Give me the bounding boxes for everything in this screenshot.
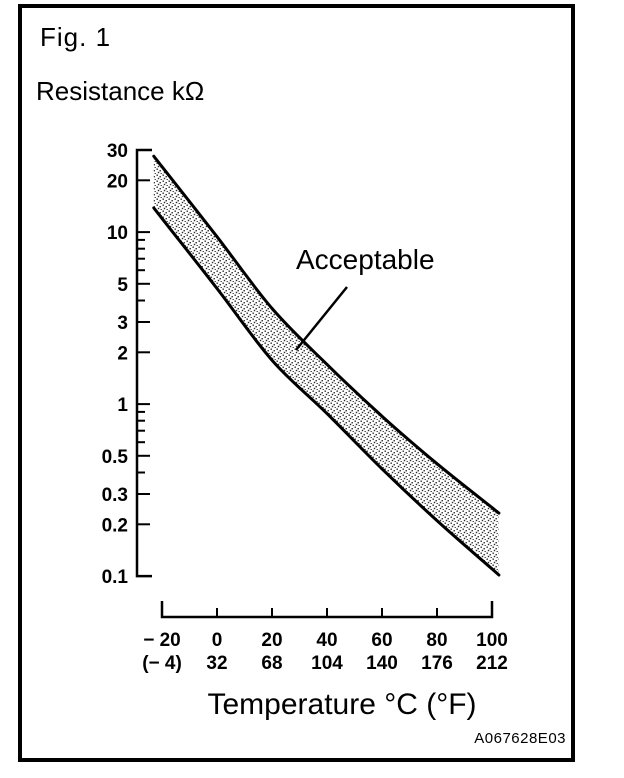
x-tick-label-fahrenheit: (− 4) [142, 653, 182, 674]
y-tick-label: 0.2 [102, 515, 128, 536]
y-tick-label: 0.1 [102, 567, 129, 588]
x-tick-label-celsius: 40 [316, 630, 337, 651]
figure-border [18, 4, 575, 762]
y-tick-label: 2 [117, 343, 128, 364]
x-tick-label-fahrenheit: 68 [261, 653, 282, 674]
x-tick-label-celsius: − 20 [143, 630, 181, 651]
annotation-leader-line [295, 286, 348, 351]
x-axis-title: Temperature °C (°F) [207, 688, 477, 721]
upper-limit-curve [152, 154, 501, 515]
acceptable-band-label: Acceptable [296, 244, 435, 275]
x-tick-label-celsius: 100 [476, 630, 508, 651]
x-tick-label-fahrenheit: 32 [206, 653, 227, 674]
x-tick-label-fahrenheit: 104 [311, 653, 343, 674]
y-tick-label: 0.3 [102, 485, 128, 506]
figure-label: Fig. 1 [40, 22, 112, 52]
y-tick-label: 30 [107, 141, 128, 162]
y-tick-label: 3 [117, 313, 128, 334]
x-tick-label-celsius: 20 [261, 630, 282, 651]
x-tick-label-fahrenheit: 140 [366, 653, 398, 674]
lower-limit-curve [152, 206, 501, 577]
y-tick-label: 20 [107, 171, 128, 192]
y-tick-label: 1 [117, 395, 128, 416]
y-tick-label: 10 [107, 223, 128, 244]
figure-code: A067628E03 [474, 730, 566, 747]
x-tick-label-celsius: 0 [212, 630, 223, 651]
y-tick-label: 0.5 [102, 447, 129, 468]
y-tick-label: 5 [117, 275, 128, 296]
x-tick-label-fahrenheit: 212 [476, 653, 508, 674]
y-axis-line [135, 148, 152, 578]
x-tick-label-fahrenheit: 176 [421, 653, 453, 674]
y-axis-title: Resistance kΩ [36, 76, 205, 106]
x-tick-label-celsius: 80 [426, 630, 447, 651]
x-tick-label-celsius: 60 [371, 630, 392, 651]
